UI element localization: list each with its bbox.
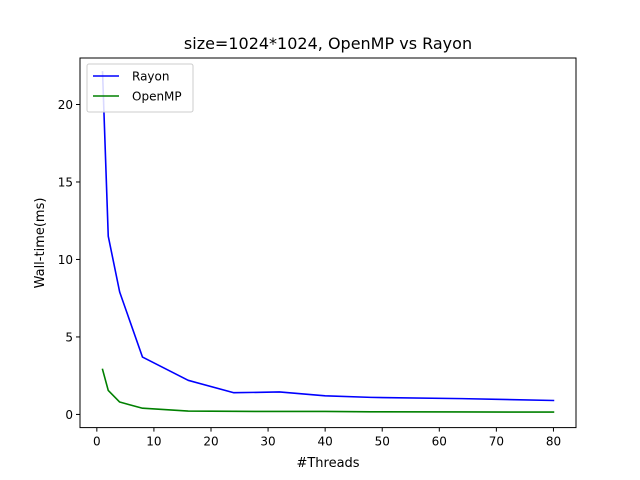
y-axis-label: Wall-time(ms): [33, 198, 48, 289]
x-tick-label: 30: [260, 435, 275, 449]
plot-area: 0 10 20 30 40 50 60 70 80 0 5 10 15 20: [58, 71, 561, 449]
series-line-openmp: [101, 368, 555, 413]
x-tick-label: 20: [203, 435, 218, 449]
axes-frame: [79, 57, 577, 429]
y-tick-label: 10: [58, 253, 73, 267]
x-tick-label: 50: [375, 435, 390, 449]
x-tick-label: 80: [546, 435, 561, 449]
y-tick-label: 15: [58, 175, 73, 189]
x-tick-label: 60: [432, 435, 447, 449]
y-tick-label: 0: [65, 408, 73, 422]
x-tick-label: 0: [93, 435, 101, 449]
series-line-rayon: [101, 71, 555, 402]
y-tick-label: 20: [58, 98, 73, 112]
x-tick-label: 10: [146, 435, 161, 449]
chart-title: size=1024*1024, OpenMP vs Rayon: [184, 34, 472, 53]
legend-label-openmp: OpenMP: [132, 90, 182, 104]
x-tick-label: 40: [318, 435, 333, 449]
x-tick-label: 70: [489, 435, 504, 449]
legend-label-rayon: Rayon: [132, 70, 169, 84]
legend: Rayon OpenMP: [86, 63, 194, 113]
x-axis-label: #Threads: [296, 456, 359, 471]
y-tick-label: 5: [65, 330, 73, 344]
